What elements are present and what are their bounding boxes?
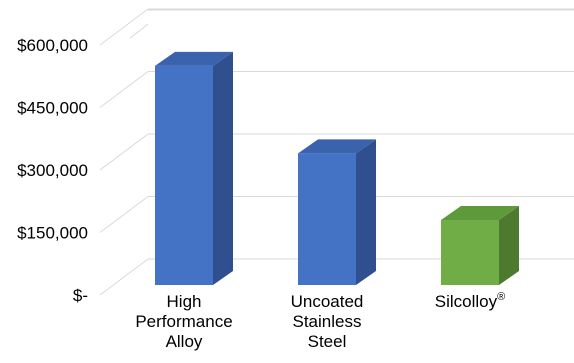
bar-side bbox=[356, 139, 376, 285]
y-tick-label: $600,000 bbox=[17, 36, 88, 55]
bar-side bbox=[213, 51, 233, 286]
bar bbox=[155, 65, 213, 285]
gridline-diagonal bbox=[99, 71, 149, 108]
y-tick-label: $450,000 bbox=[17, 99, 88, 118]
y-tick-label: $300,000 bbox=[17, 161, 88, 180]
y-axis-ticks: $- $150,000 $300,000 $450,000 $600,000 bbox=[17, 36, 88, 305]
bar bbox=[441, 220, 499, 285]
category-label: Stainless bbox=[293, 312, 362, 331]
gridline-diagonal bbox=[99, 258, 149, 296]
gridline-diagonal bbox=[99, 8, 149, 46]
category-label: Steel bbox=[308, 332, 347, 351]
category-label: Alloy bbox=[166, 332, 203, 351]
bar-top bbox=[441, 206, 519, 220]
category-label: Silcolloy® bbox=[435, 291, 505, 311]
category-label: High bbox=[167, 292, 202, 311]
bar-side bbox=[499, 206, 519, 285]
bar-top bbox=[298, 139, 376, 154]
bar-top bbox=[155, 51, 233, 66]
y-tick-label: $- bbox=[73, 286, 88, 305]
gridline-diagonal bbox=[99, 133, 149, 171]
bar bbox=[298, 153, 356, 285]
y-tick-label: $150,000 bbox=[17, 224, 88, 243]
bars-layer bbox=[155, 51, 519, 286]
category-label: Uncoated bbox=[291, 292, 364, 311]
gridline-diagonal bbox=[99, 196, 149, 233]
category-label: Performance bbox=[135, 312, 232, 331]
gridline-diagonal bbox=[129, 23, 149, 39]
